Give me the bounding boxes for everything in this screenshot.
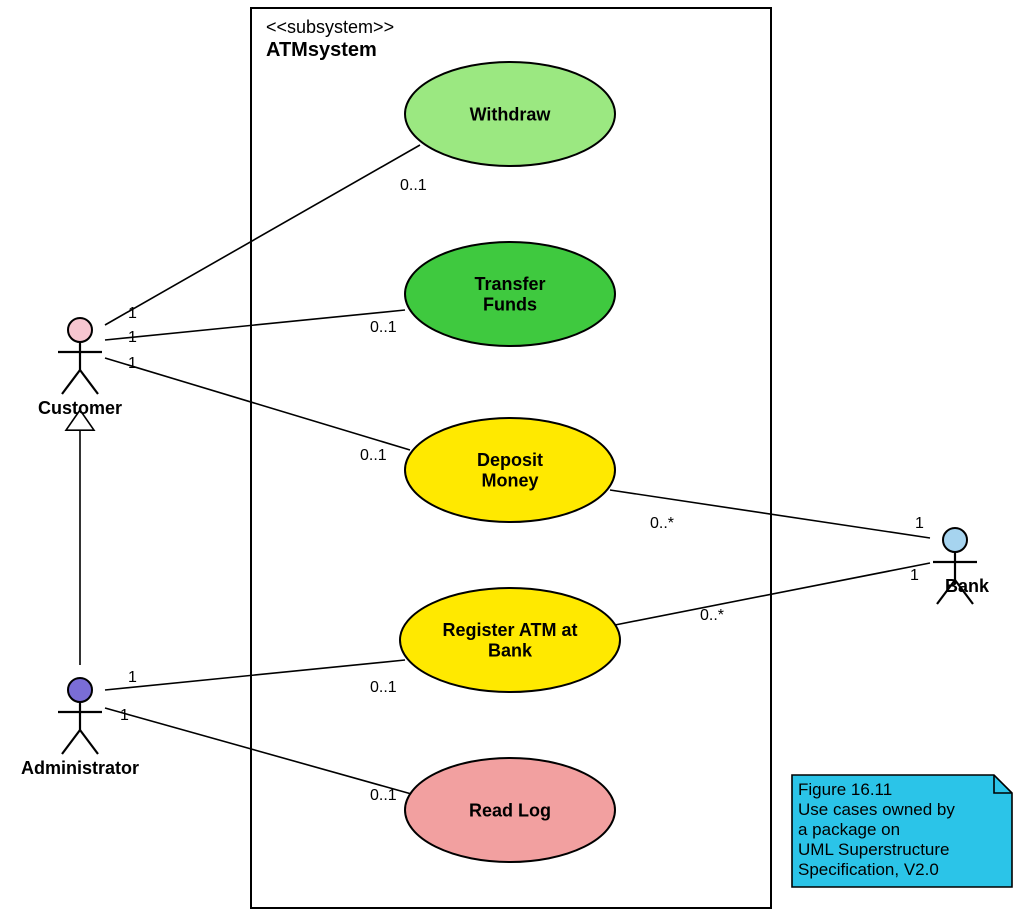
multiplicity-label: 1 xyxy=(128,329,137,346)
usecase-label: Transfer xyxy=(474,274,545,294)
svg-text:<<subsystem>>: <<subsystem>> xyxy=(266,17,394,37)
multiplicity-label: 0..* xyxy=(650,515,674,532)
note-line: Specification, V2.0 xyxy=(798,860,939,879)
subsystem-title: ATMsystem xyxy=(266,39,377,61)
usecase-withdraw: Withdraw xyxy=(405,62,615,166)
multiplicity-label: 0..1 xyxy=(370,679,397,696)
usecase-label: Money xyxy=(481,471,538,491)
actor-label: Bank xyxy=(945,576,990,596)
multiplicity-label: 1 xyxy=(128,669,137,686)
multiplicity-label: 0..1 xyxy=(370,787,397,804)
usecase-label: Bank xyxy=(488,641,533,661)
note-line: a package on xyxy=(798,820,900,839)
multiplicity-label: 1 xyxy=(910,567,919,584)
multiplicity-label: 1 xyxy=(915,515,924,532)
multiplicity-label: 0..1 xyxy=(370,319,397,336)
usecase-deposit: DepositMoney xyxy=(405,418,615,522)
note-line: UML Superstructure xyxy=(798,840,949,859)
multiplicity-label: 1 xyxy=(128,355,137,372)
usecase-label: Read Log xyxy=(469,800,551,820)
note-figure-caption: Figure 16.11 Use cases owned bya package… xyxy=(792,775,1012,887)
usecase-label: Withdraw xyxy=(470,104,552,124)
actor-label: Customer xyxy=(38,398,122,418)
usecase-readlog: Read Log xyxy=(405,758,615,862)
multiplicity-label: 0..1 xyxy=(400,177,427,194)
generalization-admin-customer xyxy=(66,410,94,665)
actor-customer: Customer xyxy=(38,318,122,418)
usecase-label: Funds xyxy=(483,295,537,315)
multiplicity-label: 1 xyxy=(128,305,137,322)
usecase-label: Deposit xyxy=(477,450,543,470)
usecase-label: Register ATM at xyxy=(442,620,577,640)
usecase-register: Register ATM atBank xyxy=(400,588,620,692)
multiplicity-label: 0..* xyxy=(700,607,724,624)
actor-label: Administrator xyxy=(21,758,139,778)
multiplicity-label: 0..1 xyxy=(360,447,387,464)
actor-administrator: Administrator xyxy=(21,678,139,778)
usecase-transfer: TransferFunds xyxy=(405,242,615,346)
multiplicity-label: 1 xyxy=(120,707,129,724)
actor-bank: Bank xyxy=(933,528,990,604)
uml-usecase-diagram: <<subsystem>>ATMsystem 1 0..1 1 0..1 1 0..1 1 0.… xyxy=(0,0,1033,920)
note-line: Use cases owned by xyxy=(798,800,955,819)
note-line: Figure 16.11 xyxy=(798,780,892,799)
